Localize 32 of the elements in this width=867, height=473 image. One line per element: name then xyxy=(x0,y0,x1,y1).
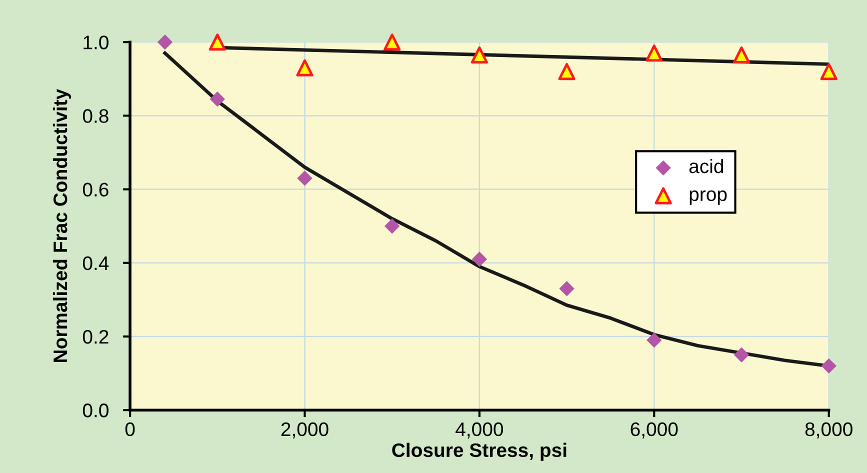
y-tick-label: 0.4 xyxy=(82,256,109,270)
x-tick-label: 8,000 xyxy=(805,422,852,438)
point xyxy=(559,281,574,296)
point xyxy=(734,347,750,362)
point xyxy=(157,34,173,50)
y-tick-label: 0.6 xyxy=(82,182,108,197)
point xyxy=(210,92,226,107)
legend-label: prop xyxy=(690,190,727,205)
point xyxy=(646,332,662,348)
point xyxy=(208,34,226,51)
point xyxy=(384,34,401,51)
point xyxy=(646,44,663,62)
x-tick-label: 6,000 xyxy=(630,422,678,438)
y-tick-label: 0.0 xyxy=(82,404,108,418)
point xyxy=(384,218,400,234)
y-tick-label: 0.8 xyxy=(82,109,108,123)
point xyxy=(732,46,750,64)
point xyxy=(821,358,836,374)
point xyxy=(558,63,576,80)
point xyxy=(472,252,488,267)
point xyxy=(296,59,314,76)
y-tick-label: 0.2 xyxy=(82,330,108,344)
point xyxy=(470,46,488,64)
x-tick-label: 0 xyxy=(125,422,135,436)
legend-label: acid xyxy=(689,158,723,174)
point xyxy=(820,63,838,80)
x-tick-label: 2,000 xyxy=(281,422,328,438)
x-axis-title: Closure Stress, psi xyxy=(392,442,566,461)
x-tick-label: 4,000 xyxy=(456,422,504,438)
y-axis-title: Normalized Frac Conductivity xyxy=(52,88,72,362)
y-tick-label: 1.0 xyxy=(84,36,108,50)
point xyxy=(297,170,312,186)
